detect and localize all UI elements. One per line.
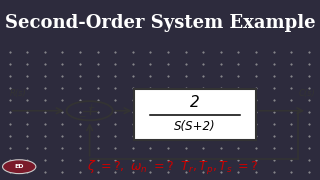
Text: R(s): R(s) <box>10 89 26 98</box>
Circle shape <box>3 160 36 174</box>
Bar <box>134 89 256 140</box>
Text: S(S+2): S(S+2) <box>174 120 216 133</box>
Text: ED: ED <box>14 164 24 169</box>
Text: C(s): C(s) <box>299 89 316 98</box>
Text: 2: 2 <box>190 95 200 110</box>
Text: $\zeta\ =?,\ \omega_n\ =?\ \ T_r,T_p,T_s\ =?$: $\zeta\ =?,\ \omega_n\ =?\ \ T_r,T_p,T_s… <box>87 159 259 177</box>
Text: −: − <box>78 111 85 120</box>
Text: Second-Order System Example: Second-Order System Example <box>5 14 315 32</box>
Text: +: + <box>87 103 95 112</box>
